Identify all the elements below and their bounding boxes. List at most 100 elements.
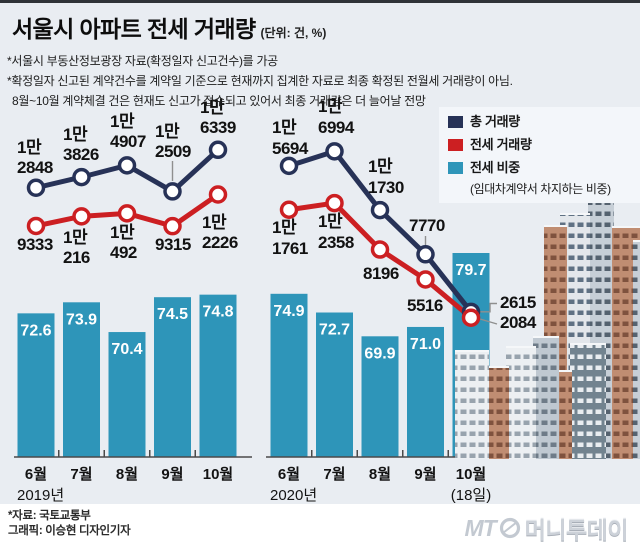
data-point [416, 245, 435, 264]
line-value-label: 2358 [318, 233, 354, 252]
partial-month-note: (18일) [451, 487, 491, 504]
month-label: 6월 [25, 466, 47, 483]
bar-value-label: 70.4 [111, 341, 142, 358]
bar-value-label: 72.7 [319, 322, 350, 339]
building-tower [455, 352, 489, 459]
building-tower [487, 368, 509, 459]
bar-value-label: 74.9 [273, 303, 304, 320]
line-value-label: 1730 [368, 178, 404, 197]
building-roof [548, 370, 572, 372]
line-value-label: 1만 [202, 213, 227, 232]
top-border [0, 0, 640, 3]
jeonse-share-bar [63, 302, 100, 457]
jeonse-share-bar [361, 336, 399, 457]
note-line: *서울시 부동산정보광장 자료(확정일자 신고건수)를 가공 [7, 54, 278, 68]
label-connector [480, 302, 497, 313]
label-connector [479, 318, 498, 325]
data-point [279, 156, 299, 176]
bar-value-label: 73.9 [66, 311, 97, 328]
jeonse-volume-swatch-icon [448, 139, 463, 151]
line-value-label: 1761 [272, 239, 308, 258]
line-value-label: 2615 [500, 293, 536, 312]
legend: 총 거래량 전세 거래량 전세 비중 (임대차계약서 차지하는 비중) [439, 107, 640, 203]
line-value-label: 1만 [318, 97, 343, 116]
data-point [325, 142, 344, 161]
legend-item-total-volume: 총 거래량 [448, 114, 636, 130]
apartment-buildings-illustration [455, 196, 640, 459]
legend-item-jeonse-share: 전세 비중 (임대차계약서 차지하는 비중) [448, 160, 636, 197]
page-title: 서울시 아파트 전세 거래량 [12, 16, 256, 42]
data-point [26, 178, 46, 197]
building-roof [533, 336, 559, 338]
building-roof [612, 226, 640, 228]
building-tower [506, 348, 536, 459]
unit-label: (단위: 건, %) [260, 26, 327, 40]
data-point [117, 156, 137, 175]
line-value-label: 2226 [202, 233, 238, 252]
line-value-label: 1만 [63, 228, 88, 247]
legend-label: 전세 비중 [470, 160, 520, 175]
total-volume-swatch-icon [448, 116, 463, 128]
line-value-label: 1만 [110, 223, 135, 242]
bar-value-label: 74.8 [202, 304, 233, 321]
month-label: 10월 [203, 466, 234, 483]
data-point [117, 204, 137, 223]
legend-label: 전세 거래량 [470, 137, 532, 152]
month-label: 6월 [278, 466, 300, 483]
jeonse-share-swatch-icon [448, 162, 463, 174]
building-tower [570, 345, 606, 459]
footer-credits: *자료: 국토교통부 그래픽: 이승현 디자인기자 [8, 509, 131, 544]
month-label: 10월 [456, 466, 487, 483]
data-point [26, 216, 46, 236]
building-roof [544, 225, 567, 227]
data-point [370, 240, 390, 259]
line-value-label: 6994 [318, 118, 355, 137]
moneytoday-emblem-icon [499, 517, 520, 539]
line-value-label: 1만 [17, 138, 42, 157]
bar-value-label: 72.6 [20, 322, 51, 339]
line-value-label: 1만 [155, 122, 180, 141]
building-roof [506, 346, 536, 348]
note-line: 8월~10월 계약체결 건은 현재도 신고가 접수되고 있어서 최종 거래량은 … [12, 94, 426, 108]
data-point [72, 207, 91, 226]
bar-value-label: 69.9 [364, 345, 395, 362]
bar-value-label: 74.5 [157, 306, 188, 323]
jeonse-share-bar [199, 294, 237, 457]
building-roof [455, 350, 489, 352]
line-value-label: 1만 [272, 218, 297, 237]
line-value-label: 216 [63, 248, 90, 267]
line-value-label: 1만 [368, 157, 393, 176]
legend-sublabel: (임대차계약서 차지하는 비중) [470, 182, 611, 196]
line-value-label: 3826 [63, 145, 99, 164]
data-point [325, 193, 344, 213]
line-value-label: 2509 [155, 142, 191, 161]
data-point [163, 216, 182, 236]
footer: *자료: 국토교통부 그래픽: 이승현 디자인기자 MT 머니투데이 [0, 504, 640, 544]
line-value-label: 9333 [17, 235, 53, 254]
logo-mt-text: MT [464, 514, 496, 541]
year-label: 2020년 [270, 487, 317, 504]
source-notes: *서울시 부동산정보광장 자료(확정일자 신고건수)를 가공 *확정일자 신고된… [7, 51, 632, 111]
credit-note: 그래픽: 이승현 디자인기자 [8, 525, 131, 537]
bar-value-label: 79.7 [455, 262, 486, 279]
line-value-label: 9315 [155, 235, 191, 254]
month-label: 7월 [323, 466, 345, 483]
jeonse-share-bar [17, 313, 55, 457]
building-roof [633, 240, 640, 242]
jeonse-share-bar [407, 326, 444, 457]
building-tower [633, 242, 640, 459]
line-value-label: 2848 [17, 158, 53, 177]
year-label: 2019년 [17, 487, 64, 504]
month-label: 7월 [70, 466, 92, 483]
month-label: 8월 [116, 466, 138, 483]
data-point [461, 308, 481, 327]
line-value-label: 5516 [407, 296, 443, 315]
logo-kr-text: 머니투데이 [524, 517, 629, 543]
line-value-label: 1만 [63, 125, 88, 144]
line-value-label: 492 [110, 243, 137, 262]
month-label: 8월 [369, 466, 391, 483]
jeonse-share-bar [154, 297, 191, 457]
jeonse-share-bar [108, 332, 146, 457]
